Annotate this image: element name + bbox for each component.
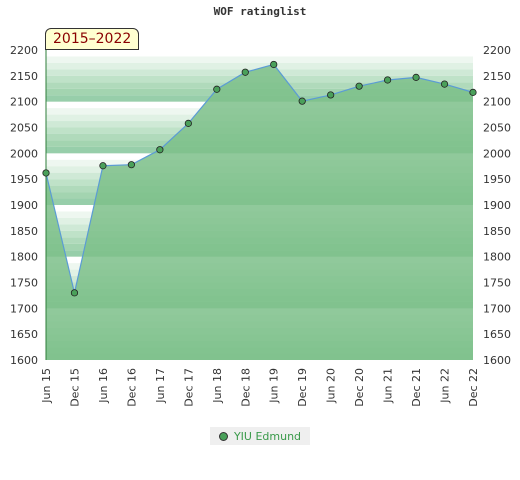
y-tick-label-right: 2000 [483, 147, 511, 160]
data-point [383, 76, 392, 84]
y-tick-label-left: 1650 [10, 328, 38, 341]
x-tick-label: Jun 20 [325, 368, 338, 404]
series-area [46, 64, 473, 360]
y-tick-label-left: 2050 [10, 122, 38, 135]
data-point [469, 88, 477, 96]
y-tick-label-left: 1600 [10, 354, 38, 367]
x-tick-label: Dec 21 [410, 368, 423, 407]
background-band [46, 56, 473, 63]
legend-marker-icon [218, 431, 228, 441]
y-tick-label-right: 2100 [483, 96, 511, 109]
data-point [184, 119, 192, 127]
y-tick-label-right: 2150 [483, 70, 511, 83]
y-tick-label-right: 2200 [483, 44, 511, 57]
data-point [440, 80, 449, 88]
x-tick-label: Dec 18 [239, 368, 252, 407]
y-tick-label-right: 1850 [483, 225, 511, 238]
x-tick-label: Jun 18 [211, 368, 224, 404]
data-point [156, 146, 164, 154]
x-tick-label: Jun 15 [40, 368, 53, 404]
y-tick-label-left: 1850 [10, 225, 38, 238]
y-tick-label-left: 1900 [10, 199, 38, 212]
y-tick-label-right: 1950 [483, 173, 511, 186]
y-tick-label-right: 1750 [483, 277, 511, 290]
y-tick-label-right: 1600 [483, 354, 511, 367]
data-point [99, 162, 107, 170]
y-tick-label-left: 1750 [10, 277, 38, 290]
data-point [70, 289, 79, 297]
legend-label: YIU Edmund [233, 429, 302, 443]
chart-title: WOF ratinglist [213, 5, 307, 18]
x-tick-label: Dec 19 [296, 368, 309, 407]
x-tick-label: Jun 22 [439, 368, 452, 404]
period-badge: 2015–2022 [45, 28, 140, 50]
data-point [298, 97, 306, 105]
y-tick-label-left: 2000 [10, 147, 38, 160]
y-tick-label-left: 1800 [10, 251, 38, 264]
data-point [127, 161, 135, 169]
data-point [270, 60, 278, 69]
y-tick-label-left: 1950 [10, 173, 38, 186]
background-band [46, 62, 473, 70]
y-tick-label-right: 1700 [483, 302, 511, 315]
data-point [327, 91, 335, 99]
y-tick-label-left: 2150 [10, 70, 38, 83]
legend[interactable]: YIU Edmund [210, 427, 310, 445]
y-tick-label-left: 2200 [10, 44, 38, 57]
y-tick-label-right: 1900 [483, 199, 511, 212]
y-tick-label-right: 1650 [483, 328, 511, 341]
x-tick-label: Jun 16 [97, 368, 110, 404]
y-tick-label-right: 2050 [483, 122, 511, 135]
x-tick-label: Jun 21 [382, 368, 395, 404]
data-point [355, 82, 363, 90]
y-tick-label-right: 1800 [483, 251, 511, 264]
x-tick-label: Jun 19 [268, 368, 281, 404]
x-tick-label: Dec 16 [125, 368, 138, 407]
y-tick-label-left: 2100 [10, 96, 38, 109]
background-band [46, 50, 473, 57]
x-tick-label: Jun 17 [154, 368, 167, 404]
x-tick-label: Dec 15 [68, 368, 81, 407]
data-point [241, 68, 249, 76]
data-point [42, 169, 50, 177]
series-line [45, 63, 474, 293]
data-point [412, 73, 420, 81]
x-tick-label: Dec 17 [182, 368, 195, 407]
data-point [213, 85, 221, 93]
x-tick-label: Dec 20 [353, 368, 366, 407]
y-tick-label-left: 1700 [10, 302, 38, 315]
x-tick-label: Dec 22 [467, 368, 480, 407]
